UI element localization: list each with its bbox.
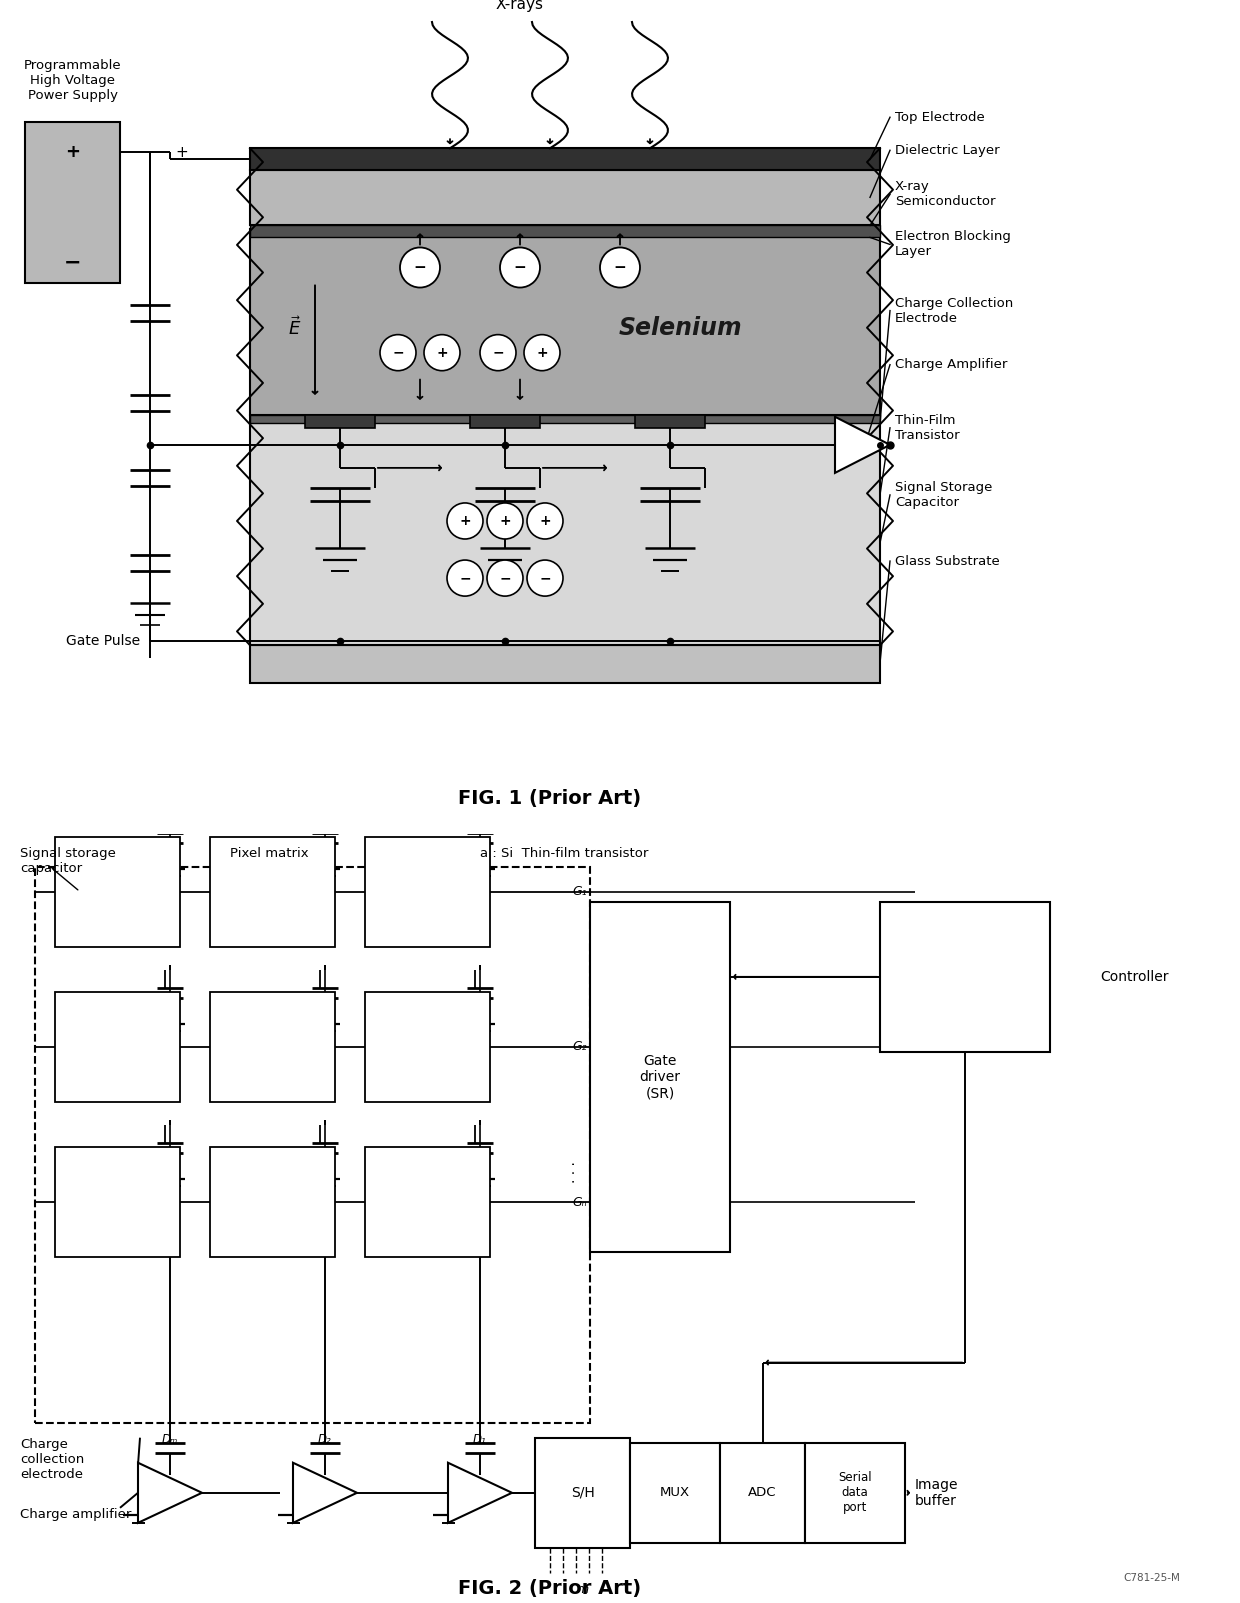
Text: −: − [392,346,404,359]
Text: Gate Pulse: Gate Pulse [66,635,140,648]
Text: a : Si  Thin-film transistor: a : Si Thin-film transistor [480,846,649,859]
Text: −: − [63,253,82,273]
Text: −: − [513,260,526,276]
Text: Dielectric Layer: Dielectric Layer [895,144,999,157]
Bar [250,229,880,415]
Circle shape [487,559,523,596]
Text: +: + [64,143,81,162]
Circle shape [480,335,516,370]
Circle shape [446,503,484,539]
Bar [210,1148,335,1257]
Text: Charge amplifier: Charge amplifier [20,1508,131,1521]
Bar [55,837,180,947]
Polygon shape [448,1462,512,1523]
Text: Serial
data
port: Serial data port [838,1472,872,1515]
Circle shape [487,503,523,539]
Text: Thin-Film
Transistor: Thin-Film Transistor [895,414,960,442]
Text: Dₘ: Dₘ [161,1433,179,1446]
Polygon shape [835,417,890,473]
Bar [720,1443,805,1542]
Bar [305,415,374,428]
Text: MUX: MUX [660,1486,691,1499]
Bar [250,646,880,683]
Text: · · ·: · · · [568,1161,582,1183]
Text: Glass Substrate: Glass Substrate [895,555,999,567]
Bar [35,867,590,1423]
Text: Signal Storage
Capacitor: Signal Storage Capacitor [895,481,992,508]
Text: +: + [175,144,187,160]
Bar [365,837,490,947]
Text: Charge Amplifier: Charge Amplifier [895,357,1007,372]
Bar [590,901,730,1252]
Bar [630,1443,720,1542]
Text: C781-25-M: C781-25-M [1123,1573,1180,1584]
Bar [210,992,335,1103]
Text: X-ray
Semiconductor: X-ray Semiconductor [895,181,996,208]
Text: +: + [436,346,448,359]
Text: X-rays: X-rays [496,0,544,13]
Circle shape [379,335,415,370]
Text: +: + [536,346,548,359]
Text: Charge Collection
Electrode: Charge Collection Electrode [895,297,1013,324]
Bar [635,415,706,428]
Bar [55,1148,180,1257]
Circle shape [401,247,440,287]
Text: Signal storage
capacitor: Signal storage capacitor [20,846,115,875]
Polygon shape [293,1462,357,1523]
Bar [250,147,880,170]
Bar [250,226,880,237]
Text: ADC: ADC [748,1486,776,1499]
Text: G₁: G₁ [573,885,587,898]
Text: +: + [459,515,471,527]
Bar [55,992,180,1103]
Bar [365,1148,490,1257]
Text: Charge
collection
electrode: Charge collection electrode [20,1438,84,1481]
Text: D₁: D₁ [474,1433,487,1446]
Bar [365,992,490,1103]
Text: Electron Blocking
Layer: Electron Blocking Layer [895,231,1011,258]
Circle shape [525,335,560,370]
Text: −: − [614,260,626,276]
Text: G₂: G₂ [573,1040,587,1053]
Text: Image
buffer: Image buffer [915,1478,959,1508]
Text: Gate
driver
(SR): Gate driver (SR) [640,1053,681,1100]
Circle shape [527,559,563,596]
Text: Gₙ: Gₙ [573,1196,587,1209]
Text: FIG. 1 (Prior Art): FIG. 1 (Prior Art) [459,789,641,808]
Circle shape [527,503,563,539]
Circle shape [446,559,484,596]
Text: m: m [577,1584,589,1597]
Bar [470,415,539,428]
Text: Controller: Controller [1100,970,1168,984]
Bar [250,415,880,423]
Text: −: − [459,571,471,585]
Text: Selenium: Selenium [619,316,742,340]
Text: −: − [414,260,427,276]
Circle shape [600,247,640,287]
Text: Top Electrode: Top Electrode [895,111,985,123]
Bar [250,170,880,226]
Bar [534,1438,630,1548]
Bar [880,901,1050,1052]
Bar [805,1443,905,1542]
Text: $\vec{E}$: $\vec{E}$ [289,316,301,340]
Bar [25,122,120,282]
Circle shape [424,335,460,370]
Text: D₂: D₂ [319,1433,332,1446]
Text: −: − [500,571,511,585]
Text: +: + [539,515,551,527]
Text: +: + [500,515,511,527]
Bar [210,837,335,947]
Bar [250,415,880,646]
Text: −: − [492,346,503,359]
Text: Programmable
High Voltage
Power Supply: Programmable High Voltage Power Supply [24,59,122,103]
Text: −: − [539,571,551,585]
Circle shape [500,247,539,287]
Text: S/H: S/H [570,1486,594,1500]
Text: FIG. 2 (Prior Art): FIG. 2 (Prior Art) [459,1579,641,1598]
Text: Pixel matrix: Pixel matrix [229,846,309,859]
Polygon shape [138,1462,202,1523]
